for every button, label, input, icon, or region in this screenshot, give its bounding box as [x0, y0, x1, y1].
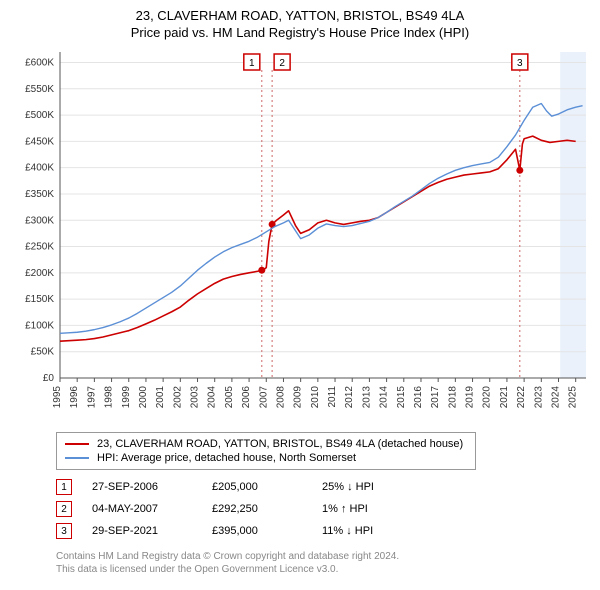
- svg-text:2018: 2018: [447, 386, 458, 409]
- svg-text:£100K: £100K: [25, 320, 54, 331]
- svg-text:£0: £0: [43, 373, 55, 384]
- svg-text:2009: 2009: [293, 386, 304, 409]
- attribution-line1: Contains HM Land Registry data © Crown c…: [56, 550, 592, 563]
- legend-label: 23, CLAVERHAM ROAD, YATTON, BRISTOL, BS4…: [97, 438, 463, 450]
- legend-item: HPI: Average price, detached house, Nort…: [65, 451, 467, 465]
- svg-text:2020: 2020: [482, 386, 493, 409]
- sale-diff: 11% ↓ HPI: [322, 525, 412, 537]
- sale-price: £205,000: [212, 481, 302, 493]
- svg-text:1995: 1995: [52, 386, 63, 409]
- svg-text:1996: 1996: [69, 386, 80, 409]
- chart-title-line1: 23, CLAVERHAM ROAD, YATTON, BRISTOL, BS4…: [8, 8, 592, 23]
- svg-text:£250K: £250K: [25, 242, 54, 253]
- sale-badge: 1: [56, 479, 72, 495]
- sales-row: 1 27-SEP-2006 £205,000 25% ↓ HPI: [56, 476, 592, 498]
- svg-text:2000: 2000: [138, 386, 149, 409]
- svg-text:£450K: £450K: [25, 136, 54, 147]
- svg-text:2015: 2015: [396, 386, 407, 409]
- svg-text:£550K: £550K: [25, 84, 54, 95]
- legend-item: 23, CLAVERHAM ROAD, YATTON, BRISTOL, BS4…: [65, 437, 467, 451]
- svg-text:1999: 1999: [121, 386, 132, 409]
- svg-text:1: 1: [249, 58, 255, 69]
- svg-text:2: 2: [279, 58, 285, 69]
- sales-row: 2 04-MAY-2007 £292,250 1% ↑ HPI: [56, 498, 592, 520]
- svg-text:2024: 2024: [550, 386, 561, 409]
- svg-text:2022: 2022: [516, 386, 527, 409]
- svg-text:£350K: £350K: [25, 189, 54, 200]
- legend-box: 23, CLAVERHAM ROAD, YATTON, BRISTOL, BS4…: [56, 432, 476, 470]
- sales-table: 1 27-SEP-2006 £205,000 25% ↓ HPI 2 04-MAY-200…: [56, 476, 592, 542]
- svg-text:2001: 2001: [155, 386, 166, 409]
- svg-text:2003: 2003: [190, 386, 201, 409]
- svg-text:2016: 2016: [413, 386, 424, 409]
- svg-text:2021: 2021: [499, 386, 510, 409]
- line-chart-svg: £0 £50K £100K £150K £200K £250K £300K £350K £400…: [8, 46, 592, 426]
- svg-text:2012: 2012: [344, 386, 355, 409]
- chart-area: £0 £50K £100K £150K £200K £250K £300K £350K £400…: [8, 46, 592, 426]
- svg-text:2013: 2013: [361, 386, 372, 409]
- sale-date: 27-SEP-2006: [92, 481, 192, 493]
- sale-date: 04-MAY-2007: [92, 503, 192, 515]
- svg-text:£600K: £600K: [25, 58, 54, 69]
- svg-text:2011: 2011: [327, 386, 338, 408]
- svg-text:2023: 2023: [533, 386, 544, 409]
- svg-text:2004: 2004: [207, 386, 218, 409]
- attribution-line2: This data is licensed under the Open Gov…: [56, 563, 592, 576]
- svg-text:£300K: £300K: [25, 215, 54, 226]
- svg-text:2002: 2002: [172, 386, 183, 409]
- legend-swatch: [65, 457, 89, 459]
- svg-text:1998: 1998: [104, 386, 115, 409]
- sale-date: 29-SEP-2021: [92, 525, 192, 537]
- svg-text:2014: 2014: [379, 386, 390, 409]
- legend-swatch: [65, 443, 89, 445]
- legend-label: HPI: Average price, detached house, Nort…: [97, 452, 356, 464]
- svg-text:3: 3: [517, 58, 523, 69]
- svg-text:£500K: £500K: [25, 110, 54, 121]
- sale-diff: 1% ↑ HPI: [322, 503, 412, 515]
- sale-price: £395,000: [212, 525, 302, 537]
- svg-text:1997: 1997: [86, 386, 97, 409]
- chart-title-block: 23, CLAVERHAM ROAD, YATTON, BRISTOL, BS4…: [8, 8, 592, 40]
- svg-text:2025: 2025: [568, 386, 579, 409]
- svg-text:2017: 2017: [430, 386, 441, 409]
- svg-text:£50K: £50K: [31, 347, 55, 358]
- chart-title-line2: Price paid vs. HM Land Registry's House …: [8, 25, 592, 40]
- sale-badge: 2: [56, 501, 72, 517]
- sales-row: 3 29-SEP-2021 £395,000 11% ↓ HPI: [56, 520, 592, 542]
- svg-text:2019: 2019: [465, 386, 476, 409]
- sale-badge: 3: [56, 523, 72, 539]
- svg-text:£200K: £200K: [25, 268, 54, 279]
- svg-text:2006: 2006: [241, 386, 252, 409]
- svg-text:£400K: £400K: [25, 163, 54, 174]
- svg-text:2007: 2007: [258, 386, 269, 409]
- attribution-text: Contains HM Land Registry data © Crown c…: [56, 550, 592, 576]
- sale-diff: 25% ↓ HPI: [322, 481, 412, 493]
- svg-text:£150K: £150K: [25, 294, 54, 305]
- svg-text:2010: 2010: [310, 386, 321, 409]
- svg-text:2005: 2005: [224, 386, 235, 409]
- svg-text:2008: 2008: [275, 386, 286, 409]
- sale-price: £292,250: [212, 503, 302, 515]
